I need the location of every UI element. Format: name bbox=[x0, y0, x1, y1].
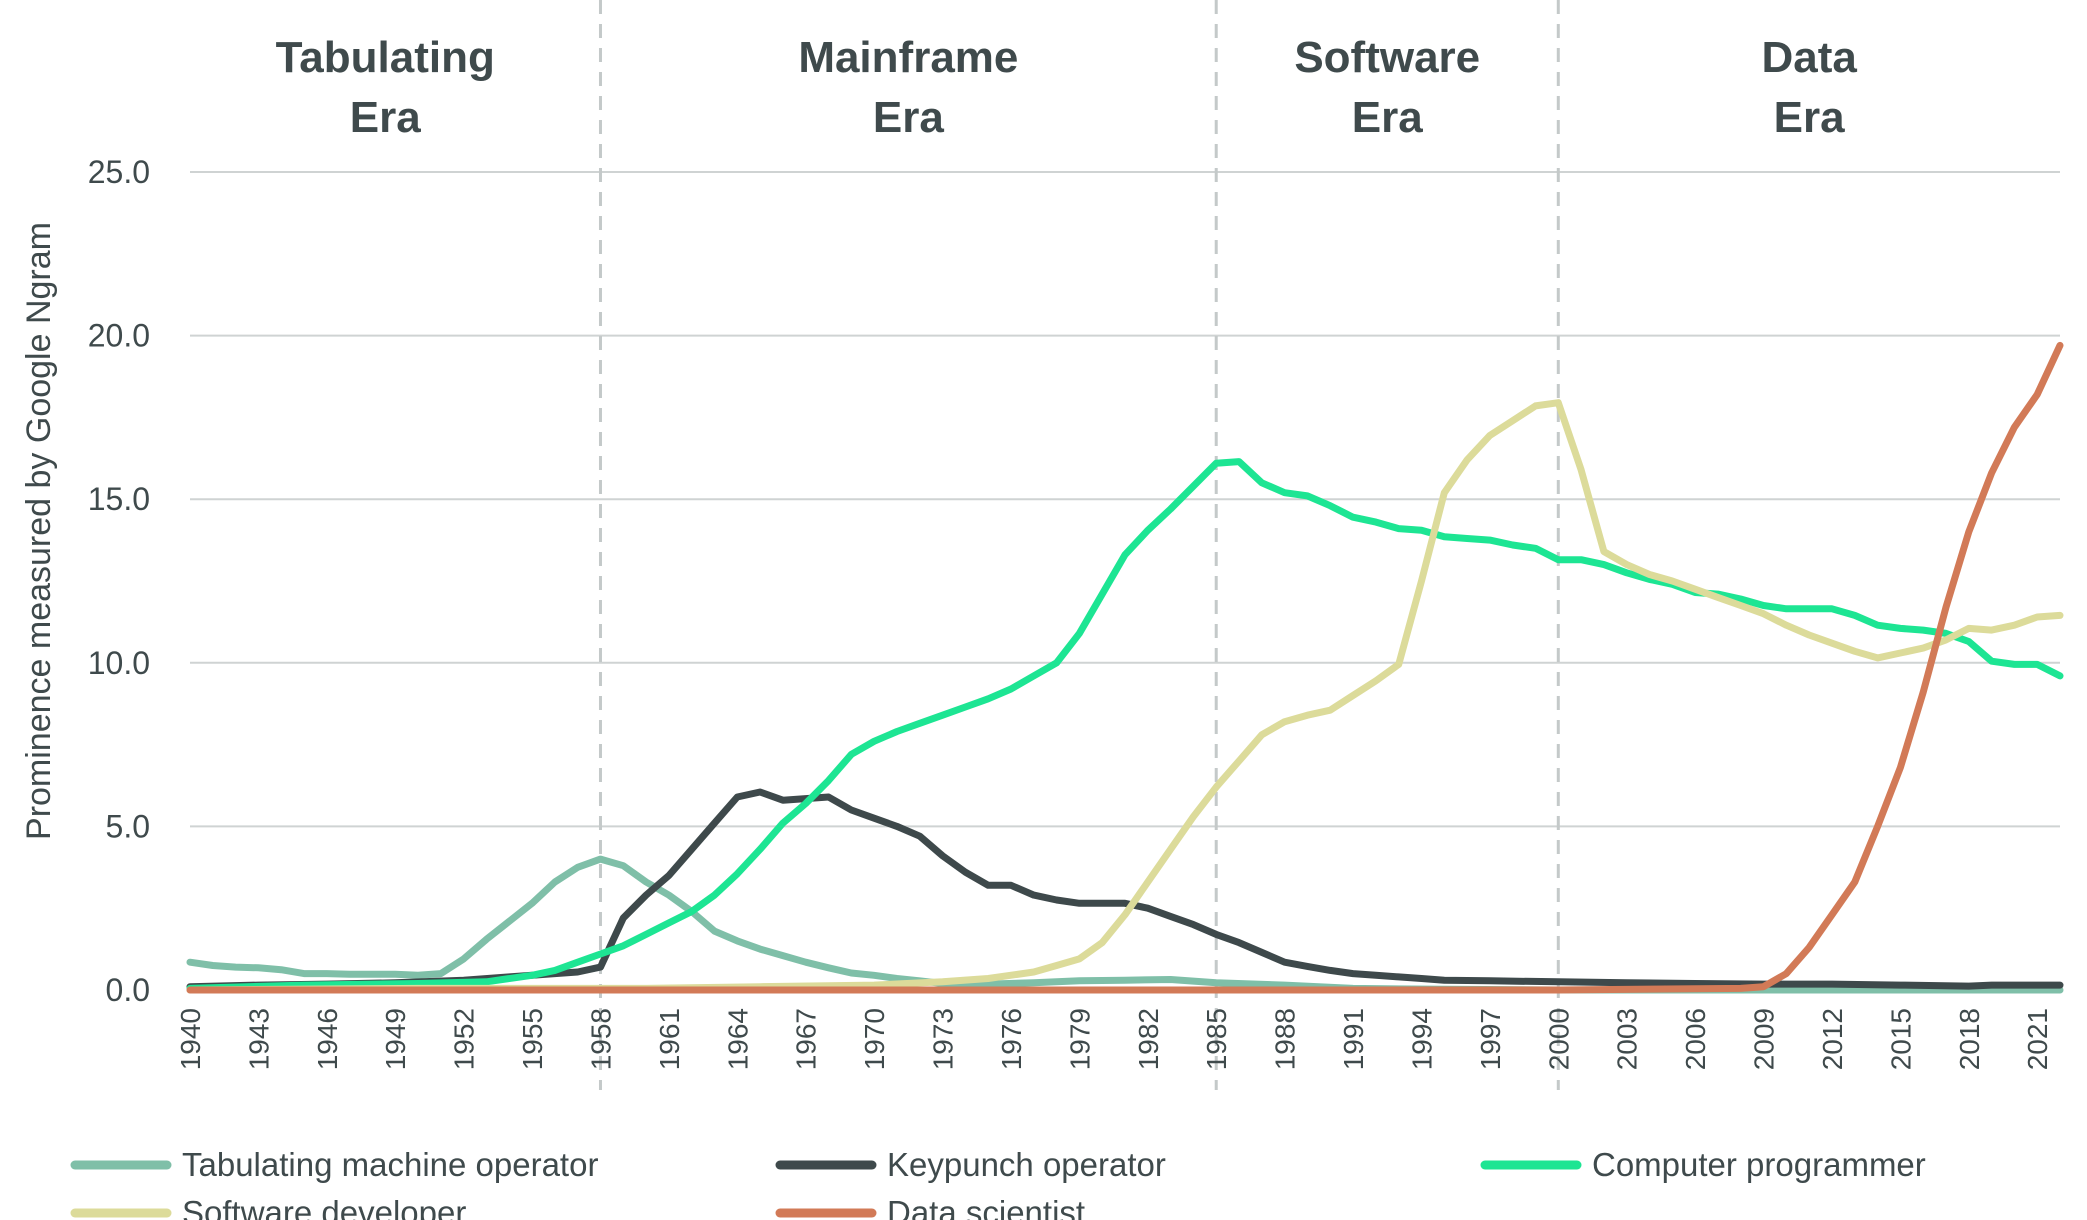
x-tick-label: 1985 bbox=[1201, 1008, 1232, 1070]
x-tick-label: 1964 bbox=[722, 1008, 753, 1070]
legend: Tabulating machine operator Keypunch oper… bbox=[70, 1146, 1926, 1220]
era-label-line1: Software bbox=[1294, 33, 1480, 82]
era-label-line2: Era bbox=[1774, 93, 1845, 142]
x-tick-label: 2003 bbox=[1612, 1008, 1643, 1070]
y-tick-label: 15.0 bbox=[88, 481, 150, 517]
legend-label: Tabulating machine operator bbox=[182, 1146, 598, 1183]
x-tick-label: 1940 bbox=[175, 1008, 206, 1070]
x-tick-label: 2015 bbox=[1885, 1008, 1916, 1070]
x-axis-ticks: 1940 1943 1946 1949 1952 1955 1958 1961 1964 1967… bbox=[175, 1008, 2053, 1070]
x-tick-label: 1973 bbox=[928, 1008, 959, 1070]
era-label-line2: Era bbox=[1352, 93, 1423, 142]
x-tick-label: 2006 bbox=[1680, 1008, 1711, 1070]
y-tick-label: 25.0 bbox=[88, 154, 150, 190]
era-label-line1: Mainframe bbox=[798, 33, 1018, 82]
y-axis-ticks: 0.0 5.0 10.0 15.0 20.0 25.0 bbox=[88, 154, 150, 1008]
y-tick-label: 5.0 bbox=[106, 808, 150, 844]
x-tick-label: 2009 bbox=[1749, 1008, 1780, 1070]
x-tick-label: 1946 bbox=[312, 1008, 343, 1070]
legend-label: Computer programmer bbox=[1592, 1146, 1926, 1183]
x-tick-label: 1958 bbox=[585, 1008, 616, 1070]
x-tick-label: 1955 bbox=[517, 1008, 548, 1070]
series-lines bbox=[186, 341, 2064, 994]
series-line bbox=[186, 458, 2064, 992]
x-tick-label: 1994 bbox=[1406, 1008, 1437, 1070]
x-tick-label: 1991 bbox=[1338, 1008, 1369, 1070]
x-tick-label: 2000 bbox=[1543, 1008, 1574, 1070]
x-tick-label: 1988 bbox=[1270, 1008, 1301, 1070]
era-label-line2: Era bbox=[350, 93, 421, 142]
gridlines bbox=[190, 171, 2060, 991]
x-tick-label: 2018 bbox=[1954, 1008, 1985, 1070]
era-label-line1: Tabulating bbox=[276, 33, 495, 82]
legend-label: Data scientist bbox=[887, 1194, 1085, 1220]
y-tick-label: 10.0 bbox=[88, 645, 150, 681]
x-tick-label: 1949 bbox=[380, 1008, 411, 1070]
series-line bbox=[186, 788, 2064, 991]
x-tick-label: 1967 bbox=[791, 1008, 822, 1070]
legend-item: Data scientist bbox=[775, 1194, 1085, 1220]
x-tick-label: 2012 bbox=[1817, 1008, 1848, 1070]
x-tick-label: 1979 bbox=[1064, 1008, 1095, 1070]
x-tick-label: 1943 bbox=[243, 1008, 274, 1070]
x-tick-label: 1961 bbox=[654, 1008, 685, 1070]
series-line bbox=[186, 399, 2064, 994]
x-tick-label: 1997 bbox=[1475, 1008, 1506, 1070]
era-dividers bbox=[598, 0, 1560, 1090]
legend-label: Keypunch operator bbox=[887, 1146, 1166, 1183]
x-tick-label: 1952 bbox=[449, 1008, 480, 1070]
y-tick-label: 20.0 bbox=[88, 318, 150, 354]
y-axis-title: Prominence measured by Google Ngram bbox=[20, 222, 58, 840]
era-label-line2: Era bbox=[873, 93, 944, 142]
series-line bbox=[186, 855, 2064, 994]
legend-label: Software developer bbox=[182, 1194, 466, 1220]
series-line bbox=[186, 341, 2064, 994]
era-labels: Tabulating Era Mainframe Era Software Era Data… bbox=[276, 33, 1858, 142]
legend-item: Keypunch operator bbox=[775, 1146, 1166, 1183]
legend-item: Computer programmer bbox=[1480, 1146, 1926, 1183]
legend-item: Tabulating machine operator bbox=[70, 1146, 598, 1183]
x-tick-label: 1976 bbox=[996, 1008, 1027, 1070]
x-tick-label: 1970 bbox=[859, 1008, 890, 1070]
y-tick-label: 0.0 bbox=[106, 972, 150, 1008]
x-tick-label: 2021 bbox=[2022, 1008, 2053, 1070]
legend-item: Software developer bbox=[70, 1194, 466, 1220]
x-tick-label: 1982 bbox=[1133, 1008, 1164, 1070]
era-label-line1: Data bbox=[1761, 33, 1857, 82]
